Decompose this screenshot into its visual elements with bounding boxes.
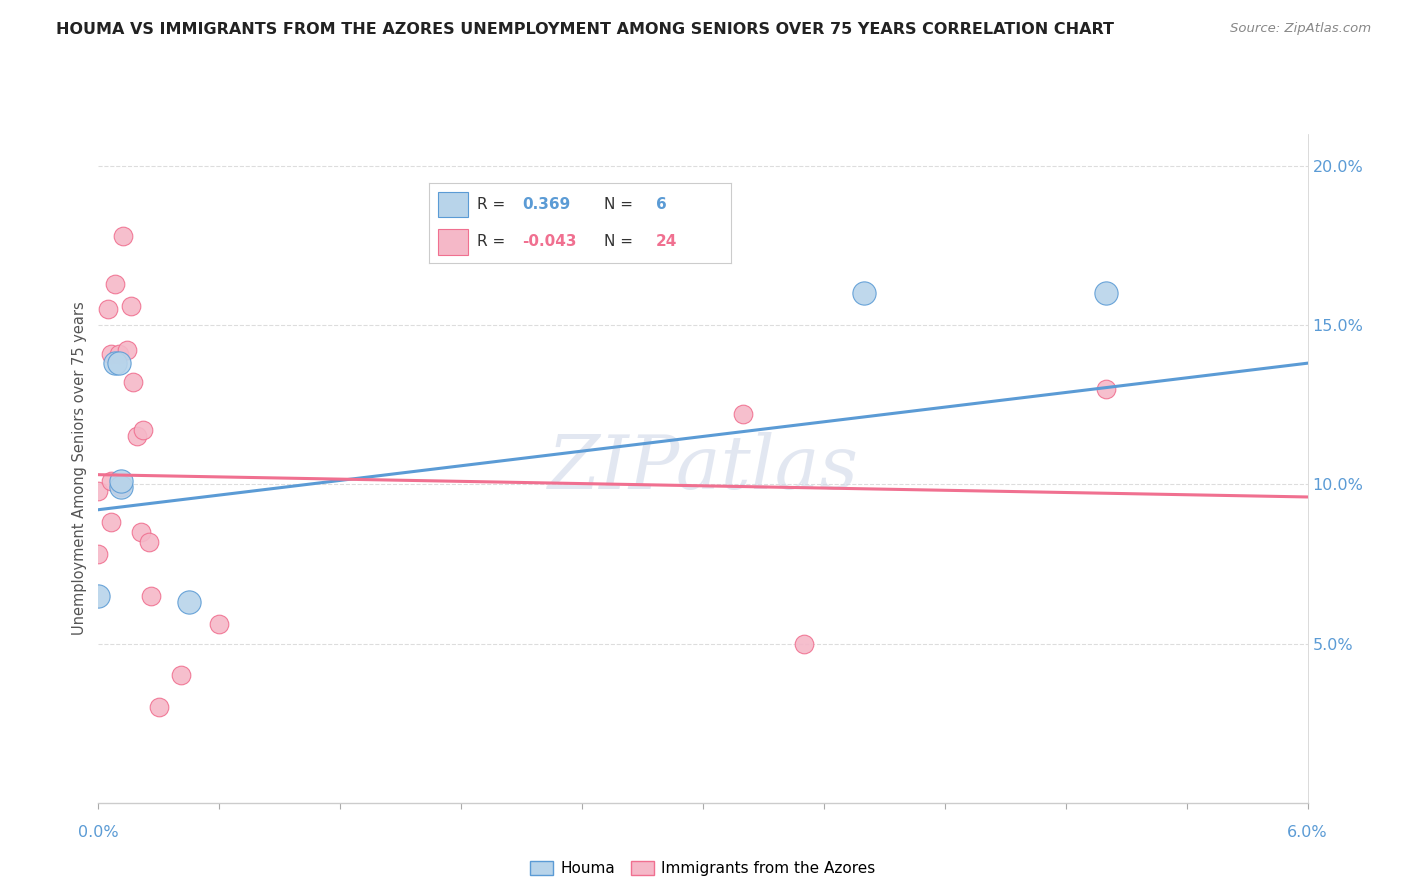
Point [170, 668, 193, 682]
Point [100, 474, 122, 488]
Text: -0.043: -0.043 [523, 234, 576, 249]
Text: N =: N = [605, 197, 633, 212]
Point [110, 474, 132, 488]
Point [121, 376, 143, 390]
Text: 6: 6 [655, 197, 666, 212]
Point [138, 534, 160, 549]
Text: Source: ZipAtlas.com: Source: ZipAtlas.com [1230, 22, 1371, 36]
Point [103, 277, 125, 291]
Point [107, 346, 129, 360]
Point [1095, 286, 1118, 301]
Text: 0.369: 0.369 [523, 197, 571, 212]
Point [107, 356, 129, 370]
Point [1095, 382, 1118, 396]
Point [110, 480, 132, 494]
Point [110, 480, 132, 494]
Text: 6.0%: 6.0% [1288, 825, 1327, 840]
Point [103, 356, 125, 370]
Text: N =: N = [605, 234, 633, 249]
FancyBboxPatch shape [437, 229, 468, 255]
Text: 24: 24 [655, 234, 676, 249]
Point [87, 589, 110, 603]
Point [97, 301, 120, 316]
Point [208, 617, 231, 632]
Point [120, 299, 142, 313]
Point [100, 346, 122, 360]
Point [179, 595, 201, 609]
Point [139, 589, 162, 603]
Point [125, 429, 148, 443]
Point [733, 407, 755, 421]
Point [793, 636, 815, 650]
Point [853, 286, 876, 301]
Point [115, 343, 138, 358]
Point [87, 483, 110, 498]
Point [100, 516, 122, 530]
Point [129, 524, 152, 539]
Text: HOUMA VS IMMIGRANTS FROM THE AZORES UNEMPLOYMENT AMONG SENIORS OVER 75 YEARS COR: HOUMA VS IMMIGRANTS FROM THE AZORES UNEM… [56, 22, 1114, 37]
Text: 0.0%: 0.0% [79, 825, 118, 840]
Y-axis label: Unemployment Among Seniors over 75 years: Unemployment Among Seniors over 75 years [72, 301, 87, 635]
Text: R =: R = [477, 197, 505, 212]
Legend: Houma, Immigrants from the Azores: Houma, Immigrants from the Azores [524, 855, 882, 882]
Text: ZIPatlas: ZIPatlas [547, 432, 859, 505]
Text: R =: R = [477, 234, 505, 249]
FancyBboxPatch shape [437, 192, 468, 218]
Point [87, 547, 110, 561]
Point [132, 423, 155, 437]
Point [148, 700, 170, 714]
Point [111, 228, 134, 243]
